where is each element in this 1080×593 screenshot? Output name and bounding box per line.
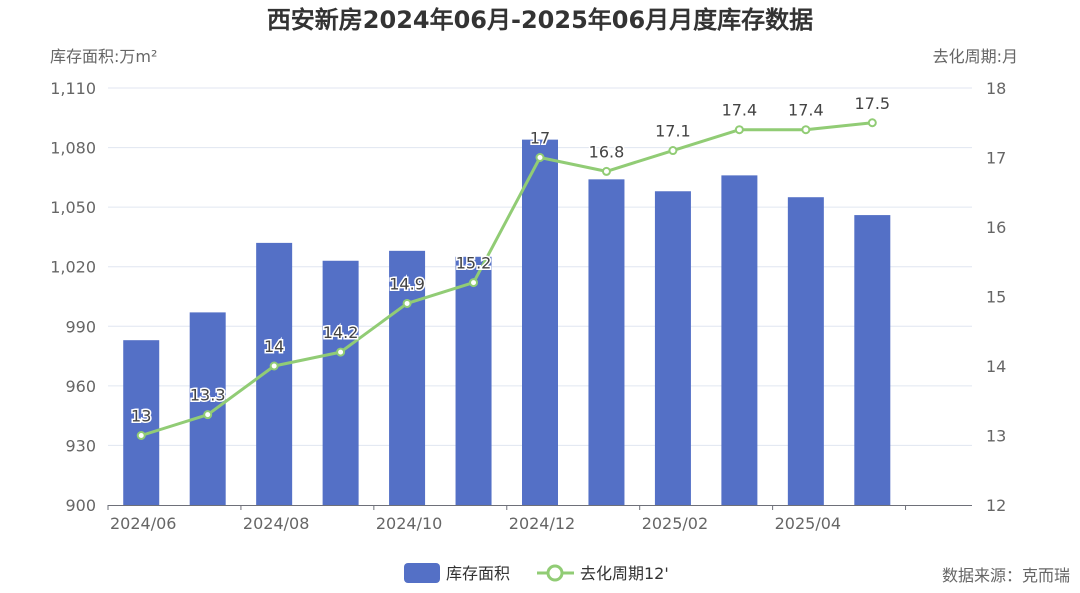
y-left-tick-label: 990	[65, 317, 96, 336]
line-point	[601, 166, 611, 176]
line-point-label: 17.4	[788, 101, 824, 120]
bar	[654, 191, 691, 505]
line-point-label: 14.2	[323, 323, 359, 342]
line-point	[203, 410, 213, 420]
line-point-label: 13.3	[190, 386, 226, 405]
line-point	[801, 125, 811, 135]
line-point-label: 17.4	[722, 101, 758, 120]
y-left-tick-label: 1,110	[50, 79, 96, 98]
bar	[854, 215, 891, 506]
line-point-label: 13	[131, 407, 151, 426]
x-tick-label: 2025/04	[775, 514, 841, 533]
line-point	[535, 153, 545, 162]
y-right-tick-label: 12	[986, 496, 1006, 515]
bar	[588, 179, 625, 506]
bar	[721, 175, 758, 505]
x-tick-label: 2024/10	[376, 514, 442, 533]
bar	[455, 256, 492, 505]
legend-line-label: 去化周期12'	[580, 564, 669, 583]
x-tick-label: 2024/12	[509, 514, 575, 533]
bar	[389, 250, 426, 505]
bar	[787, 197, 824, 505]
bar	[189, 312, 226, 505]
y-right-tick-label: 18	[986, 79, 1006, 98]
y-right-tick-label: 17	[986, 149, 1006, 168]
source-note: 数据来源：克而瑞	[942, 566, 1070, 585]
y-left-tick-label: 1,080	[50, 139, 96, 158]
line-point-label: 14	[264, 337, 284, 356]
legend-line-marker	[546, 564, 564, 582]
line-point	[269, 361, 279, 371]
y-right-tick-label: 13	[986, 427, 1006, 446]
line-point	[668, 146, 678, 156]
x-tick-label: 2024/06	[110, 514, 176, 533]
line-point	[867, 118, 877, 128]
x-tick-label: 2025/02	[642, 514, 708, 533]
line-point	[734, 125, 744, 135]
line-point	[336, 347, 346, 357]
y-left-tick-label: 960	[65, 377, 96, 396]
y-left-tick-label: 1,050	[50, 198, 96, 217]
line-point-label: 17.1	[655, 122, 691, 141]
y-left-tick-label: 1,020	[50, 258, 96, 277]
line-point	[402, 298, 412, 308]
line-point-label: 14.9	[389, 274, 425, 293]
line-point-label: 17	[530, 129, 550, 148]
y-right-tick-label: 15	[986, 288, 1006, 307]
legend-bar-swatch	[404, 563, 440, 583]
bar	[522, 139, 558, 505]
y-right-tick-label: 16	[986, 218, 1006, 237]
line-point-label: 17.5	[854, 94, 890, 113]
line-point	[136, 431, 146, 440]
y-left-tick-label: 930	[65, 436, 96, 455]
bar	[322, 260, 359, 505]
legend-bar-label: 库存面积	[446, 564, 510, 583]
chart-title: 西安新房2024年06月-2025年06月月度库存数据	[267, 6, 813, 34]
y-left-tick-label: 900	[65, 496, 96, 515]
y-right-tick-label: 14	[986, 357, 1006, 376]
bar	[123, 340, 160, 505]
line-point-label: 15.2	[456, 254, 492, 273]
x-tick-label: 2024/08	[243, 514, 309, 533]
right-axis-name: 去化周期:月	[933, 47, 1018, 66]
line-series-path	[140, 121, 873, 437]
line-point-label: 16.8	[589, 142, 625, 161]
left-axis-name: 库存面积:万m²	[50, 47, 157, 66]
line-point	[469, 278, 479, 288]
